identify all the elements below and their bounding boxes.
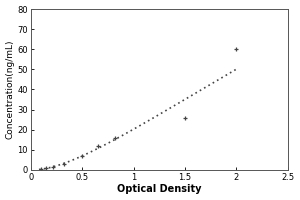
X-axis label: Optical Density: Optical Density <box>117 184 202 194</box>
Y-axis label: Concentration(ng/mL): Concentration(ng/mL) <box>6 40 15 139</box>
